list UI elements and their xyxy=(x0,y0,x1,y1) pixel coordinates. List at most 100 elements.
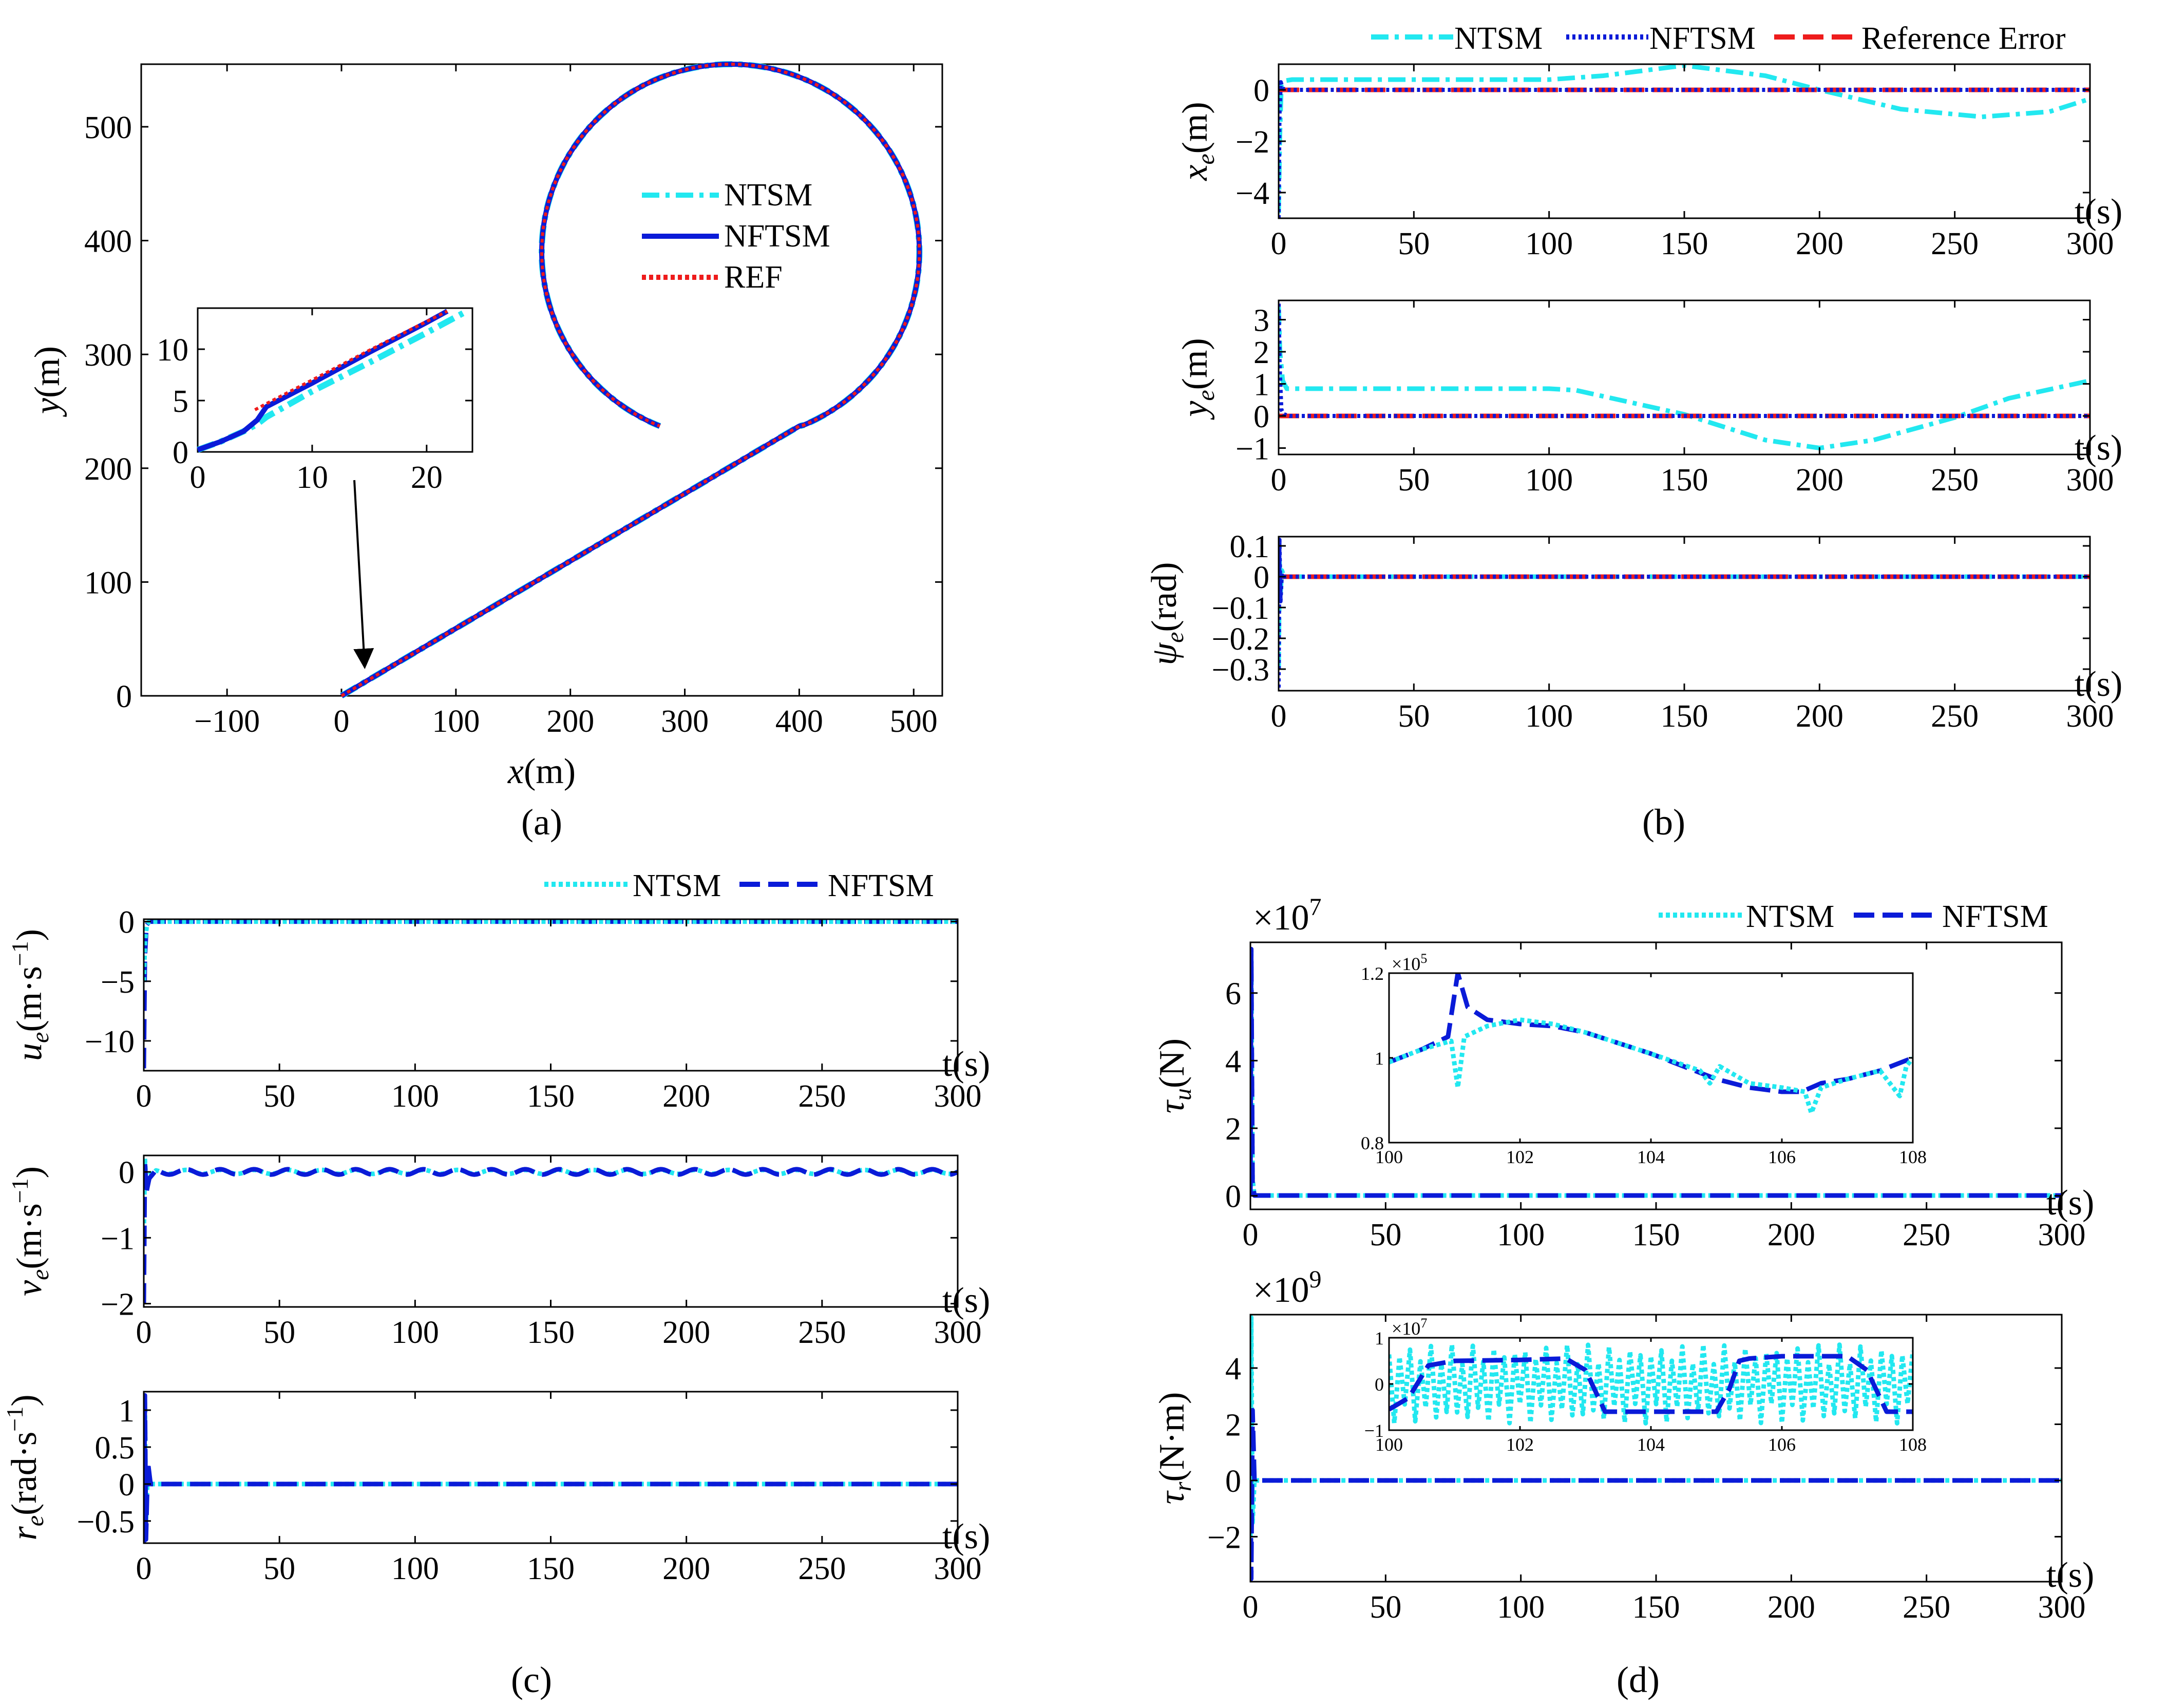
x-tick-label: 300 xyxy=(2066,226,2114,261)
panel-c-re-subplot: 0 50 100 150 200 250 30010.50−0.5re(rad·s−1)t(… xyxy=(2,1391,990,1586)
y-tick-label: −0.2 xyxy=(1212,622,1269,657)
y-tick-label: 0 xyxy=(1253,73,1269,108)
legend-c-nftsm-label: NFTSM xyxy=(828,868,934,903)
x-tick-label: 50 xyxy=(263,1315,295,1350)
panel-d-tau-u-subplot: 0 50 100 150 200 250 300 0 2 4 6 τu(N) t(s) ×107 xyxy=(1152,894,2094,1252)
x-tick-label: 150 xyxy=(527,1551,575,1586)
x-tick-label: 200 xyxy=(1796,699,1843,734)
y-tick-label: −0.1 xyxy=(1212,591,1269,626)
panel-a-legend: NTSM NFTSM REF xyxy=(642,178,830,295)
x-tick-label: 108 xyxy=(1899,1147,1927,1167)
x-tick-label: 100 xyxy=(1497,1218,1545,1252)
series-d1-inset-ntsm xyxy=(1389,1017,1913,1115)
x-axis-label-t: t(s) xyxy=(2075,665,2122,704)
x-tick-label: 50 xyxy=(1398,463,1430,498)
panel-b-psie-subplot: 0 50 100 150 200 250 3000.10−0.1−0.2−0.3ψe(rad… xyxy=(1145,529,2122,734)
panel-b-legend: NTSM NFTSM Reference Error xyxy=(1371,21,2066,56)
series-b1-nftsm xyxy=(1279,80,2090,218)
x-tick-label: 150 xyxy=(1661,463,1708,498)
y-tick-label: 5 xyxy=(173,384,188,419)
legend-a-ref-label: REF xyxy=(724,260,783,295)
x-tick-label: 200 xyxy=(1796,226,1843,261)
plot-lines-d2-inset xyxy=(1389,1342,1913,1426)
x-tick-label: 100 xyxy=(1525,226,1573,261)
panel-c-velocity-errors: NTSM NFTSM 0 50 100 150 200 250 3000−5−10ue(m·… xyxy=(2,868,990,1700)
x-tick-label: 102 xyxy=(1506,1434,1534,1455)
panel-d-legend: NTSM NFTSM xyxy=(1659,899,2048,934)
x-axis-label-t: t(s) xyxy=(942,1045,990,1084)
y-tick-label: 100 xyxy=(84,565,132,600)
panel-c-caption: (c) xyxy=(511,1659,552,1700)
x-tick-label: 104 xyxy=(1637,1434,1665,1455)
x-tick-label: 250 xyxy=(1903,1218,1950,1252)
axes-frame-b3 xyxy=(1278,536,2091,692)
y-tick-label: 2 xyxy=(1225,1112,1241,1147)
legend-a-ntsm-label: NTSM xyxy=(724,178,812,213)
y-tick-label: 0 xyxy=(1225,1180,1241,1214)
x-tick-label: 200 xyxy=(1767,1218,1815,1252)
x-tick-label: 0 xyxy=(136,1551,152,1586)
x-tick-label: 100 xyxy=(1525,699,1573,734)
series-c3-ntsm xyxy=(144,1400,958,1524)
panel-b-xe-subplot: 0 50 100 150 200 250 300 0 −2 −4 xe(m) t(s) xyxy=(1175,63,2122,261)
inset-background xyxy=(1389,973,1913,1143)
x-tick-label: 0 xyxy=(1243,1590,1259,1625)
y-tick-label: −1 xyxy=(101,1221,135,1256)
y-tick-label: 2 xyxy=(1225,1408,1241,1443)
y-tick-label: 1.2 xyxy=(1361,963,1384,984)
panel-b-position-errors: NTSM NFTSM Reference Error 0 50 100 150 200 2… xyxy=(1145,21,2122,843)
x-tick-label: 0 xyxy=(334,704,350,739)
panel-a-plot-area xyxy=(339,61,923,699)
y-tick-label: −0.3 xyxy=(1212,653,1269,688)
y-tick-label: 1 xyxy=(119,1394,135,1429)
y-tick-label: 0 xyxy=(119,1468,135,1503)
y-tick-label: −5 xyxy=(101,965,135,1000)
y-tick-label: 0 xyxy=(1375,1374,1384,1395)
y-tick-label: 1 xyxy=(1253,368,1269,403)
x-tick-label: 100 xyxy=(391,1551,439,1586)
x-tick-label: 250 xyxy=(1931,699,1979,734)
legend-d-nftsm-label: NFTSM xyxy=(1942,899,2048,934)
x-tick-label: 300 xyxy=(2066,699,2114,734)
x-tick-label: 100 xyxy=(432,704,480,739)
x-tick-label: 250 xyxy=(798,1551,846,1586)
y-tick-label: 0.1 xyxy=(1230,529,1270,564)
axes-frame-b1 xyxy=(1278,63,2091,219)
x-tick-label: 0 xyxy=(1271,699,1287,734)
legend-b-ntsm-label: NTSM xyxy=(1454,21,1543,56)
series-c3-nftsm xyxy=(144,1393,958,1543)
x-tick-label: 20 xyxy=(411,460,443,495)
legend-b-nftsm-label: NFTSM xyxy=(1649,21,1756,56)
y-tick-label: 10 xyxy=(157,333,188,368)
series-a-ref xyxy=(340,63,921,697)
panel-a-caption: (a) xyxy=(521,802,562,843)
x-tick-label: 100 xyxy=(391,1079,439,1114)
x-tick-label: 102 xyxy=(1506,1147,1534,1167)
x-tick-label: 300 xyxy=(934,1079,982,1114)
series-a-inset-ref xyxy=(254,310,448,411)
axis-multiplier: ×105 xyxy=(1392,951,1427,974)
panel-d-control-inputs: NTSM NFTSM 0 50 100 150 200 250 3000246τu(N)t(… xyxy=(1152,894,2094,1700)
x-tick-label: 50 xyxy=(1370,1218,1401,1252)
series-b2-nftsm xyxy=(1279,303,2090,418)
x-tick-label: 300 xyxy=(934,1315,982,1350)
x-tick-label: 250 xyxy=(1931,226,1979,261)
axis-multiplier: ×107 xyxy=(1392,1316,1427,1339)
series-d2-inset-nftsm xyxy=(1389,1354,1913,1414)
legend-a-nftsm-label: NFTSM xyxy=(724,219,830,254)
x-tick-label: 100 xyxy=(1525,463,1573,498)
y-tick-label: 300 xyxy=(84,338,132,373)
y-tick-label: 200 xyxy=(84,452,132,487)
panel-a-x-axis-label: x(m) xyxy=(507,752,576,791)
plot-lines-c1 xyxy=(144,919,958,1069)
plot-lines-c3 xyxy=(144,1393,958,1543)
x-axis-label-t: t(s) xyxy=(2046,1183,2094,1223)
legend-c-ntsm-label: NTSM xyxy=(633,868,721,903)
panel-c-ue-subplot: 0 50 100 150 200 250 300 0 −5 −10 ue(m·s−1) t(s) xyxy=(7,905,990,1114)
y-tick-label: 4 xyxy=(1225,1044,1241,1079)
y-tick-label: 4 xyxy=(1225,1352,1241,1387)
plot-lines-d1-inset xyxy=(1389,973,1913,1115)
y-tick-label: 1 xyxy=(1375,1048,1384,1069)
